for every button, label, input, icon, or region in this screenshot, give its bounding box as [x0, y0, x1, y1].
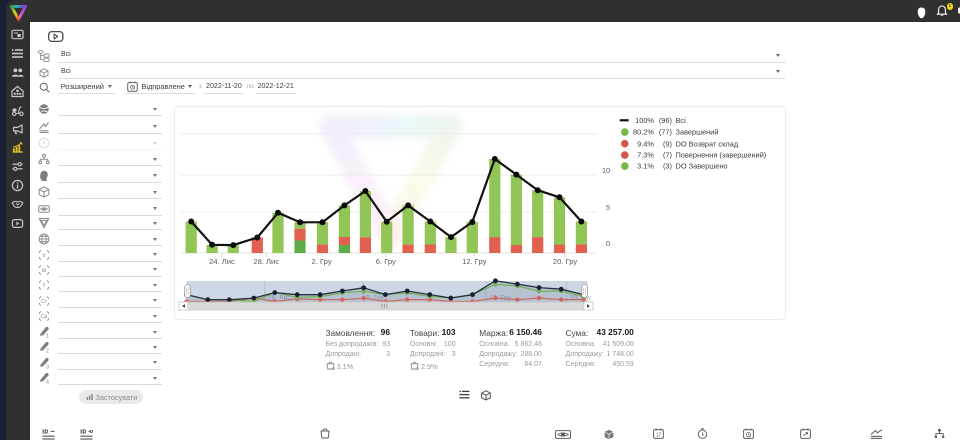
- svg-text:2. Гру: 2. Гру: [311, 257, 331, 266]
- svg-text:28. Лис: 28. Лис: [267, 294, 291, 301]
- svg-text:(96): (96): [658, 115, 671, 124]
- svg-text:20. Гру: 20. Гру: [552, 257, 576, 266]
- svg-text:17: 17: [656, 433, 662, 439]
- svg-text:5. Гру: 5. Гру: [366, 294, 385, 301]
- svg-text:100%: 100%: [635, 115, 654, 124]
- svg-text:(7): (7): [662, 150, 671, 159]
- svg-text:6. Гру: 6. Гру: [375, 257, 395, 266]
- svg-text:3: 3: [46, 364, 49, 368]
- svg-text:9.4%: 9.4%: [637, 139, 654, 148]
- svg-text:DO Завершено: DO Завершено: [675, 161, 727, 170]
- svg-text:т: т: [43, 283, 46, 289]
- svg-text:1: 1: [46, 334, 49, 338]
- svg-text:(9): (9): [662, 139, 671, 148]
- svg-text:2: 2: [46, 349, 49, 353]
- svg-text:м: м: [42, 268, 46, 274]
- svg-text:5: 5: [606, 203, 610, 212]
- svg-text:7.3%: 7.3%: [637, 150, 654, 159]
- svg-text:Повернення (завершений): Повернення (завершений): [675, 150, 766, 159]
- svg-text:24. Лис: 24. Лис: [209, 257, 235, 266]
- svg-text:28. Лис: 28. Лис: [253, 257, 279, 266]
- svg-text:Ср: Ср: [41, 314, 48, 320]
- svg-text:3.1%: 3.1%: [637, 161, 654, 170]
- svg-text:80.2%: 80.2%: [633, 127, 654, 136]
- svg-text:Ст: Ст: [41, 298, 48, 304]
- svg-text:4: 4: [46, 380, 49, 384]
- svg-text:(3): (3): [662, 161, 671, 170]
- svg-text:0: 0: [606, 239, 610, 248]
- svg-text:12. Гру: 12. Гру: [462, 257, 486, 266]
- svg-text:Всі: Всі: [675, 115, 686, 124]
- svg-text:10: 10: [602, 166, 610, 175]
- svg-text:Завершений: Завершений: [675, 127, 718, 136]
- svg-text:(77): (77): [658, 127, 671, 136]
- svg-text:DO Возврат склад: DO Возврат склад: [675, 139, 738, 148]
- svg-text:19. Гру: 19. Гру: [569, 294, 591, 301]
- svg-text:s: s: [43, 253, 46, 259]
